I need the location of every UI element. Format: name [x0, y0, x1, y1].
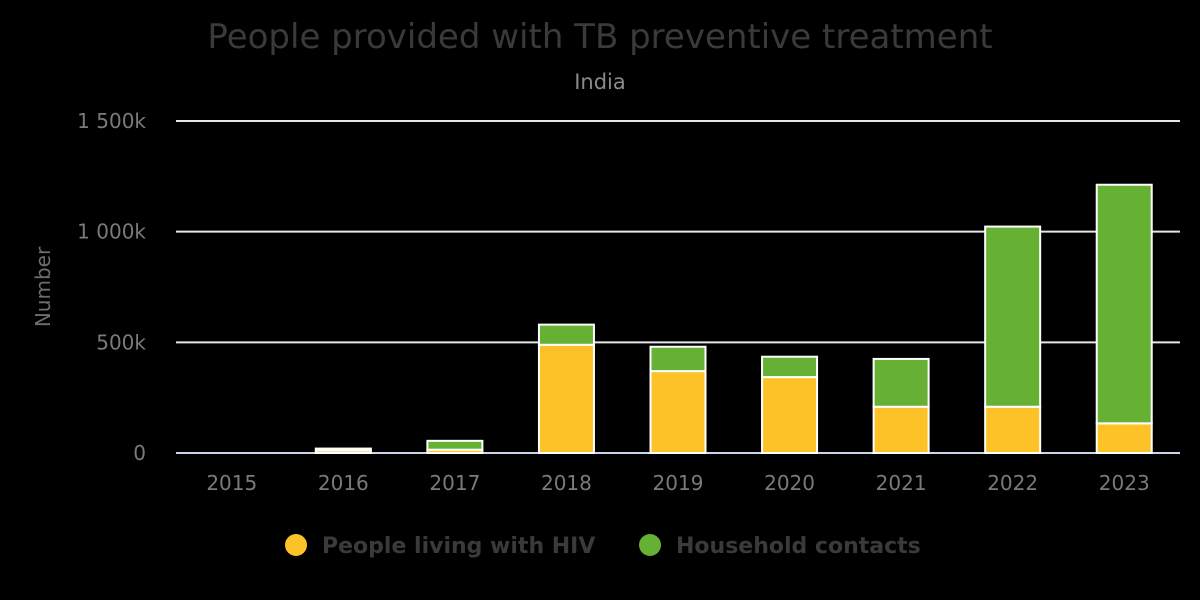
legend-marker-icon [639, 534, 661, 556]
x-tick-label: 2019 [653, 471, 704, 495]
chart-title: People provided with TB preventive treat… [207, 17, 992, 57]
legend-item-household[interactable]: Household contacts [639, 534, 921, 559]
x-axis-ticks: 2015 2016 2017 2018 2019 2020 2021 2022 2023 [206, 471, 1149, 495]
y-axis-label: Number [31, 246, 55, 327]
bar-household-2018[interactable] [537, 323, 595, 346]
bar-household-2019[interactable] [649, 345, 707, 373]
bar-hiv-2019[interactable] [649, 370, 707, 454]
y-tick-label: 500k [96, 330, 146, 354]
bars [314, 183, 1153, 455]
chart-subtitle: India [574, 70, 626, 94]
x-tick-label: 2016 [318, 471, 369, 495]
x-tick-label: 2015 [206, 471, 257, 495]
x-tick-label: 2017 [429, 471, 480, 495]
x-tick-label: 2023 [1099, 471, 1150, 495]
legend-label: Household contacts [676, 534, 921, 559]
bar-household-2023[interactable] [1095, 183, 1153, 425]
bar-household-2017[interactable] [426, 439, 484, 451]
y-tick-label: 1 000k [77, 220, 146, 244]
legend-label: People living with HIV [322, 534, 595, 559]
bar-hiv-2022[interactable] [984, 405, 1042, 454]
bar-hiv-2020[interactable] [761, 376, 819, 455]
x-tick-label: 2021 [876, 471, 927, 495]
y-tick-label: 1 500k [77, 109, 146, 133]
y-axis-ticks: 0 500k 1 000k 1 500k [77, 109, 146, 465]
legend[interactable]: People living with HIV Household contacts [285, 534, 921, 559]
y-tick-label: 0 [133, 441, 146, 465]
bar-household-2021[interactable] [872, 357, 930, 408]
bar-household-2020[interactable] [761, 355, 819, 379]
legend-item-hiv[interactable]: People living with HIV [285, 534, 595, 559]
x-tick-label: 2018 [541, 471, 592, 495]
legend-marker-icon [285, 534, 307, 556]
bar-hiv-2023[interactable] [1095, 422, 1153, 455]
x-tick-label: 2020 [764, 471, 815, 495]
bar-hiv-2018[interactable] [537, 343, 595, 455]
bar-household-2016[interactable] [314, 447, 372, 452]
bar-hiv-2021[interactable] [872, 405, 930, 454]
x-tick-label: 2022 [987, 471, 1038, 495]
bar-household-2022[interactable] [984, 225, 1042, 408]
